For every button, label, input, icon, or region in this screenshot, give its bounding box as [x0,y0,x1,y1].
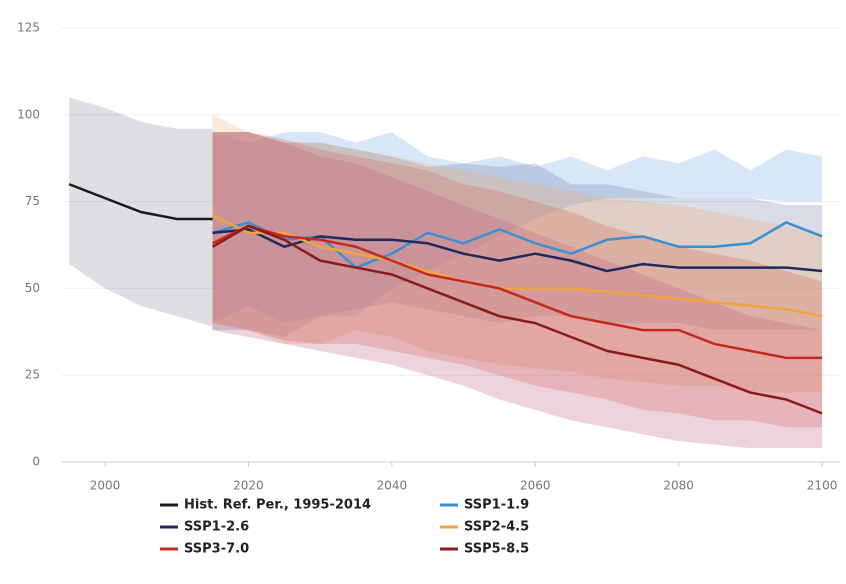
y-tick-label: 25 [25,368,40,382]
legend-label: SSP3-7.0 [184,542,249,557]
series-line [211,224,823,415]
legend-label: SSP1-1.9 [464,498,529,513]
series-line [212,214,823,318]
x-tick-label: 2040 [377,479,408,493]
x-tick-label: 2000 [90,479,121,493]
x-tick-label: 2020 [233,479,264,493]
legend-label: Hist. Ref. Per., 1995-2014 [184,498,371,513]
series-line [212,224,823,360]
y-tick-label: 100 [17,107,40,121]
x-tick-label: 2100 [807,479,838,493]
uncertainty-band [212,132,823,428]
uncertainty-band [212,132,823,449]
uncertainty-band [212,132,823,338]
series-line [68,183,213,221]
legend-label: SSP5-8.5 [464,542,529,557]
uncertainty-band [212,132,823,324]
y-tick-label: 50 [25,281,40,295]
legend-label: SSP1-2.6 [184,520,249,535]
legend-label: SSP2-4.5 [464,520,529,535]
y-tick-label: 0 [32,455,40,469]
x-tick-label: 2060 [520,479,551,493]
x-tick-label: 2080 [663,479,694,493]
uncertainty-band [212,114,823,393]
y-tick-label: 75 [25,194,40,208]
y-tick-label: 125 [17,21,40,35]
